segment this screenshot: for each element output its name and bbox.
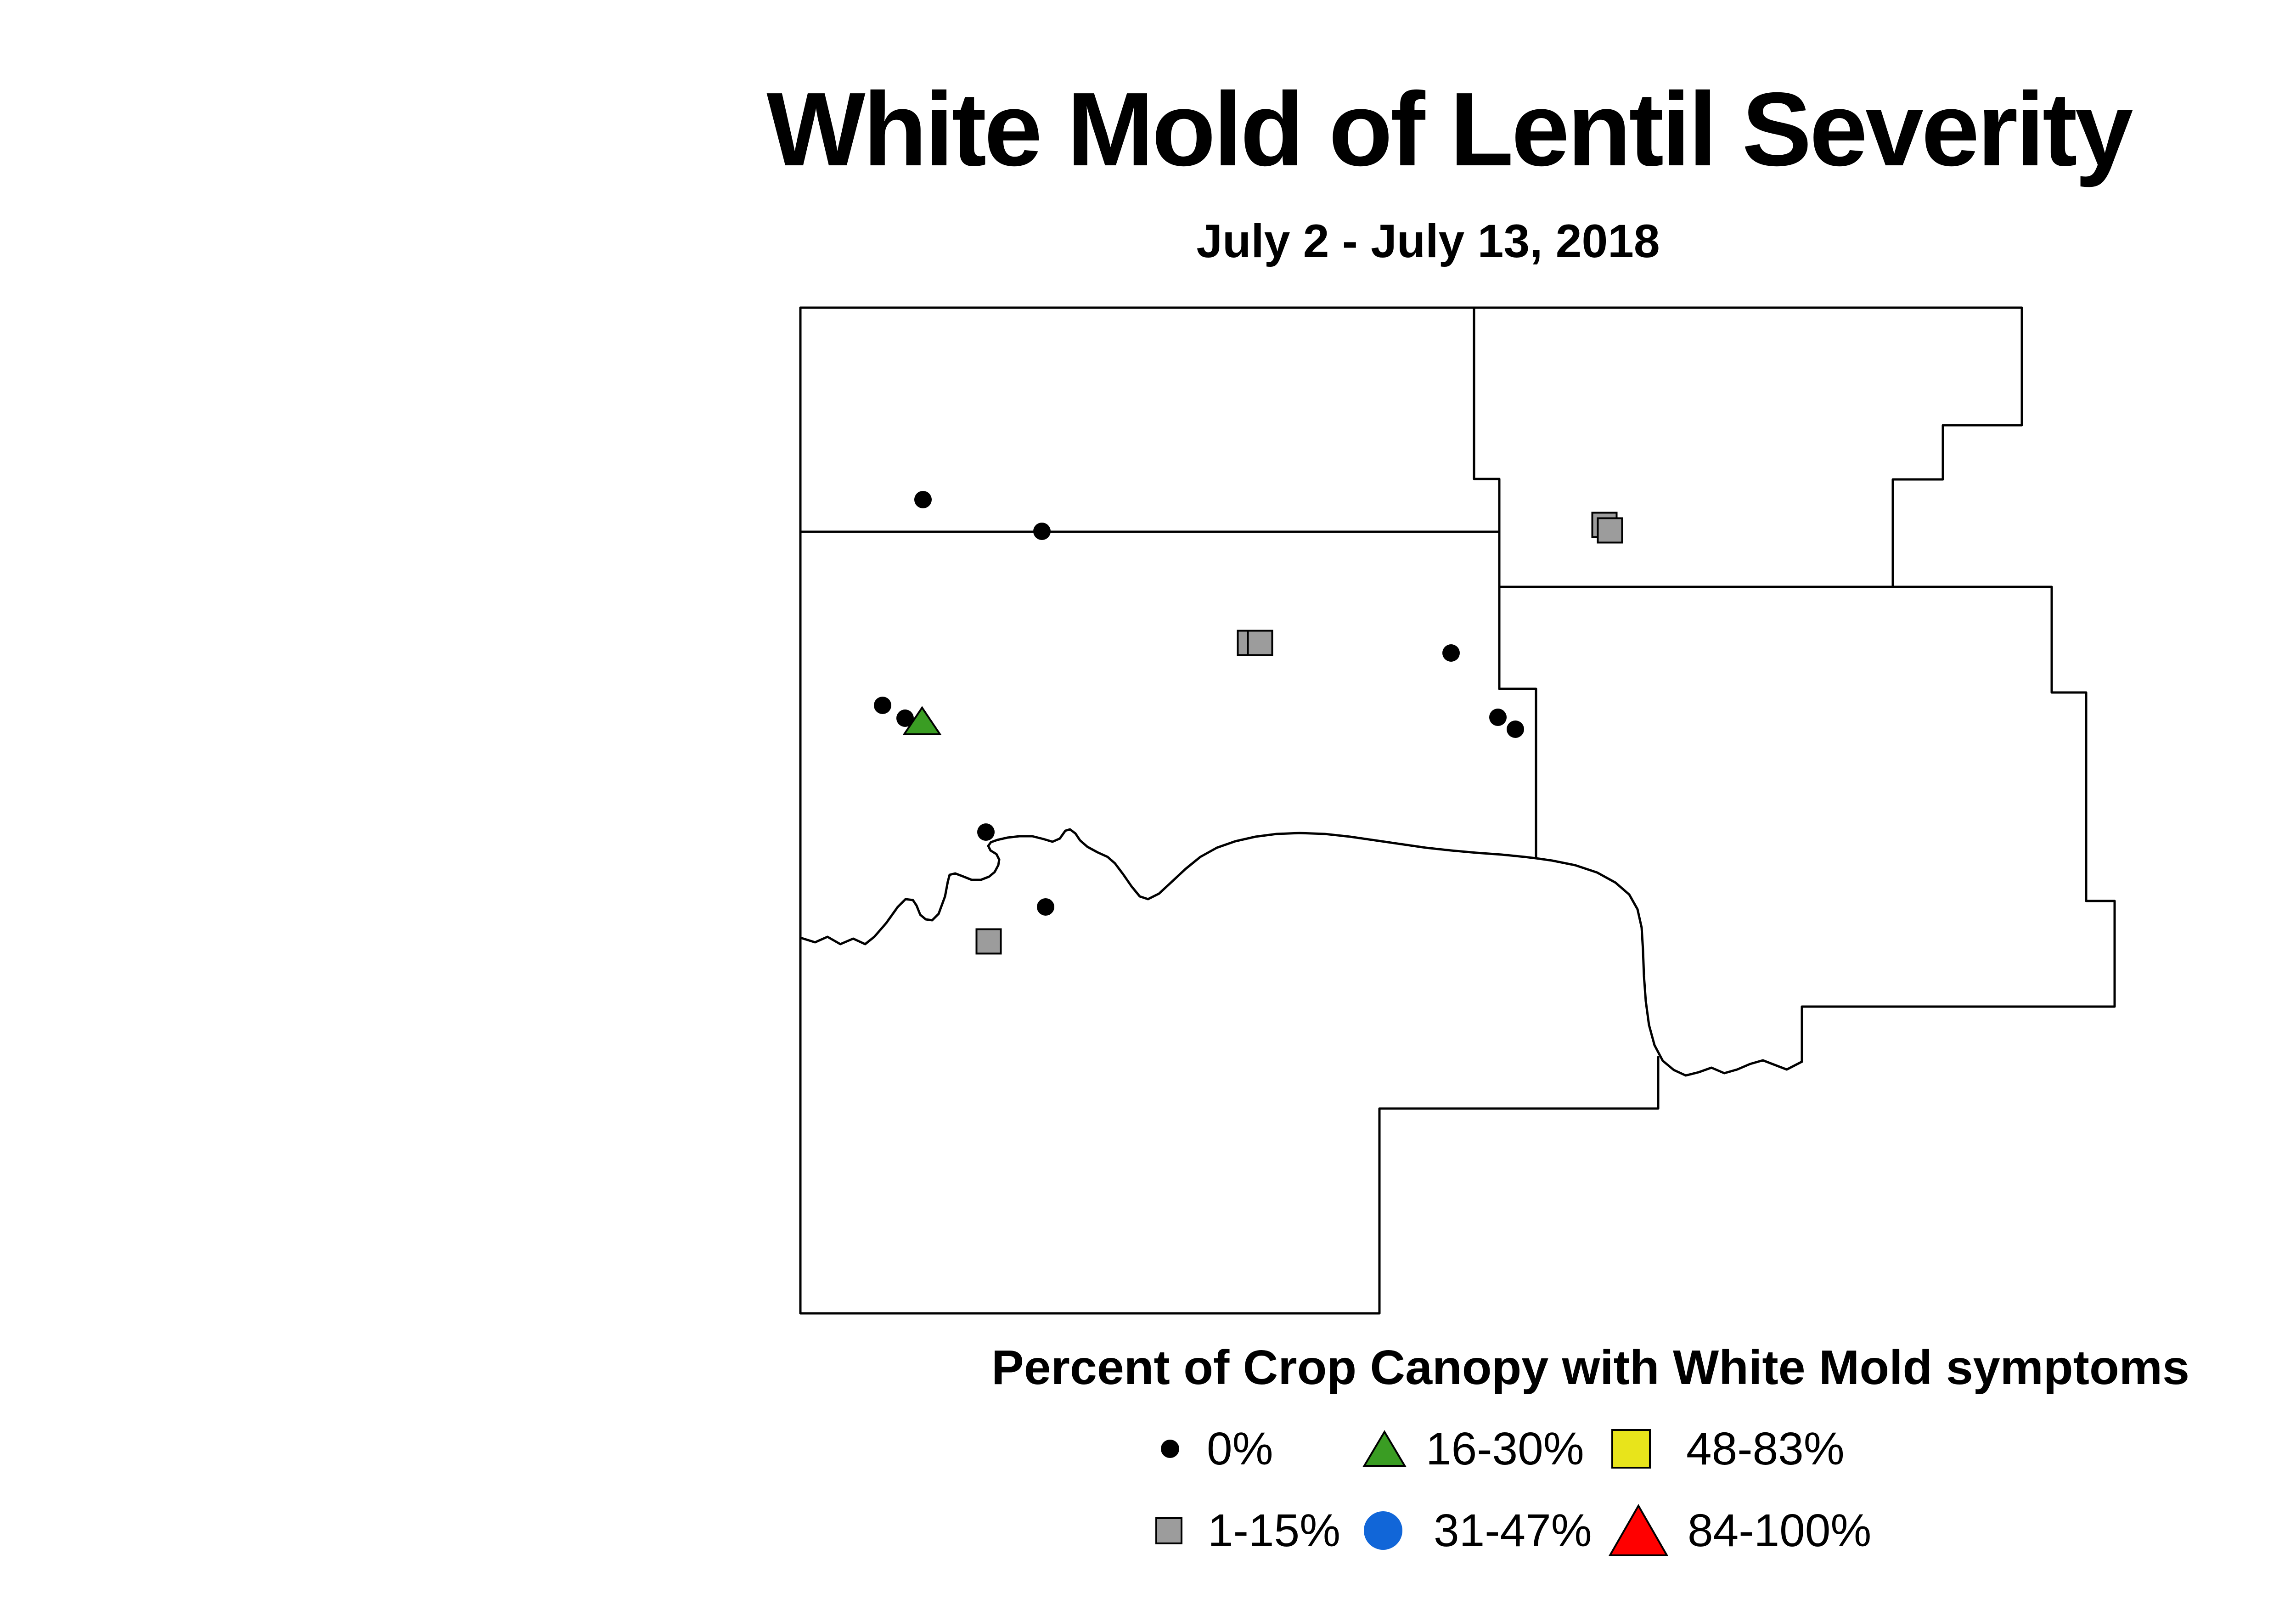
county-boundary-line (799, 828, 1803, 1077)
map-marker-dot (1442, 644, 1460, 662)
legend-dot-glyph (1161, 1440, 1179, 1458)
map-marker-dot (896, 709, 914, 727)
legend-triangle-glyph (1608, 1503, 1669, 1556)
legend-circle-glyph (1364, 1511, 1402, 1550)
legend-label: 48-83% (1686, 1423, 1845, 1475)
legend-symbol-square-1-15% (1155, 1517, 1182, 1544)
legend-square-glyph (1155, 1517, 1182, 1544)
county-boundaries (799, 306, 2116, 1315)
map-marker-triangle (902, 706, 942, 735)
legend-symbol-circle-31-47% (1364, 1511, 1402, 1550)
map-marker-dot (1489, 709, 1507, 726)
map-marker-square (1247, 630, 1273, 656)
legend-label: 16-30% (1426, 1423, 1584, 1475)
map-marker-square (1597, 517, 1623, 544)
legend-square-glyph (1611, 1429, 1651, 1469)
legend-symbol-triangle-84-100% (1608, 1503, 1669, 1556)
legend-label: 84-100% (1688, 1505, 1872, 1556)
county-boundary-line (1473, 306, 1537, 860)
map-marker-dot (977, 823, 995, 841)
map-marker-dot (914, 491, 932, 508)
county-boundary-line (1498, 585, 2116, 1063)
page-title: White Mold of Lentil Severity (766, 71, 2133, 188)
county-boundary-line (799, 306, 2023, 588)
legend-title: Percent of Crop Canopy with White Mold s… (991, 1340, 2189, 1395)
legend-label: 31-47% (1434, 1505, 1592, 1556)
legend-symbol-dot-0% (1161, 1440, 1179, 1458)
legend-label: 0% (1207, 1423, 1273, 1475)
severity-markers (874, 491, 1623, 955)
map-marker-dot (1037, 898, 1054, 916)
map-marker-dot (1507, 721, 1524, 738)
map-marker-square (975, 928, 1002, 955)
legend-symbol-square-48-83% (1611, 1429, 1651, 1469)
page-subtitle: July 2 - July 13, 2018 (1196, 215, 1660, 267)
map-marker-dot (1033, 523, 1051, 540)
legend-symbol-triangle-16-30% (1362, 1430, 1407, 1467)
county-boundary-line (799, 306, 1660, 1315)
legend-triangle-glyph (1362, 1430, 1407, 1467)
legend-label: 1-15% (1208, 1505, 1341, 1556)
map-marker-dot (874, 697, 891, 714)
